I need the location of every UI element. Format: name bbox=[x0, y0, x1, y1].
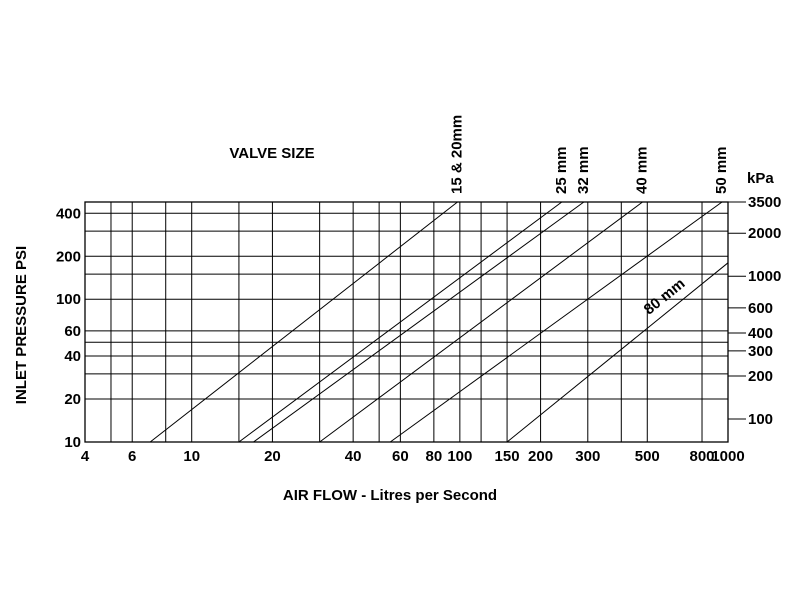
x-tick-label: 100 bbox=[447, 448, 472, 465]
series-line bbox=[389, 201, 723, 443]
series-line bbox=[238, 201, 563, 443]
y2-tick-label: 100 bbox=[748, 411, 773, 428]
y-tick-label: 10 bbox=[64, 434, 81, 451]
y2-tick-label: 200 bbox=[748, 368, 773, 385]
y2-tick-label: 600 bbox=[748, 300, 773, 317]
series-label: 25 mm bbox=[553, 146, 570, 194]
y-axis-label: INLET PRESSURE PSI bbox=[13, 246, 30, 404]
y2-tick-label: 400 bbox=[748, 325, 773, 342]
y-tick-label: 60 bbox=[64, 323, 81, 340]
x-axis-label: AIR FLOW - Litres per Second bbox=[283, 487, 497, 504]
series-line bbox=[319, 201, 643, 443]
series-label: 32 mm bbox=[575, 146, 592, 194]
x-tick-label: 6 bbox=[128, 448, 136, 465]
x-tick-label: 80 bbox=[426, 448, 443, 465]
y-tick-label: 400 bbox=[56, 205, 81, 222]
x-tick-label: 10 bbox=[183, 448, 200, 465]
y-tick-label: 100 bbox=[56, 291, 81, 308]
x-tick-label: 4 bbox=[81, 448, 90, 465]
series-lines bbox=[149, 201, 729, 443]
y2-tick-label: 1000 bbox=[748, 268, 781, 285]
series-line bbox=[506, 262, 729, 443]
series-line bbox=[253, 201, 585, 443]
series-line bbox=[149, 201, 458, 443]
series-label: 15 & 20mm bbox=[449, 115, 466, 194]
y-tick-label: 40 bbox=[64, 348, 81, 365]
x-tick-label: 500 bbox=[635, 448, 660, 465]
x-tick-label: 200 bbox=[528, 448, 553, 465]
x-tick-label: 800 bbox=[689, 448, 714, 465]
y-tick-label: 200 bbox=[56, 248, 81, 265]
chart-title: VALVE SIZE bbox=[229, 145, 314, 162]
x-tick-label: 1000 bbox=[711, 448, 744, 465]
series-label: 40 mm bbox=[634, 146, 651, 194]
y-tick-label: 20 bbox=[64, 391, 81, 408]
x-tick-label: 300 bbox=[575, 448, 600, 465]
y2-tick-label: 300 bbox=[748, 343, 773, 360]
series-label: 50 mm bbox=[713, 146, 730, 194]
plot-frame bbox=[84, 201, 729, 443]
x-tick-label: 40 bbox=[345, 448, 362, 465]
y2-tick-label: 3500 bbox=[748, 194, 781, 211]
y2-tick-label: 2000 bbox=[748, 225, 781, 242]
x-tick-label: 60 bbox=[392, 448, 409, 465]
x-tick-label: 150 bbox=[495, 448, 520, 465]
y2-axis-label: kPa bbox=[747, 170, 774, 187]
x-tick-label: 20 bbox=[264, 448, 281, 465]
